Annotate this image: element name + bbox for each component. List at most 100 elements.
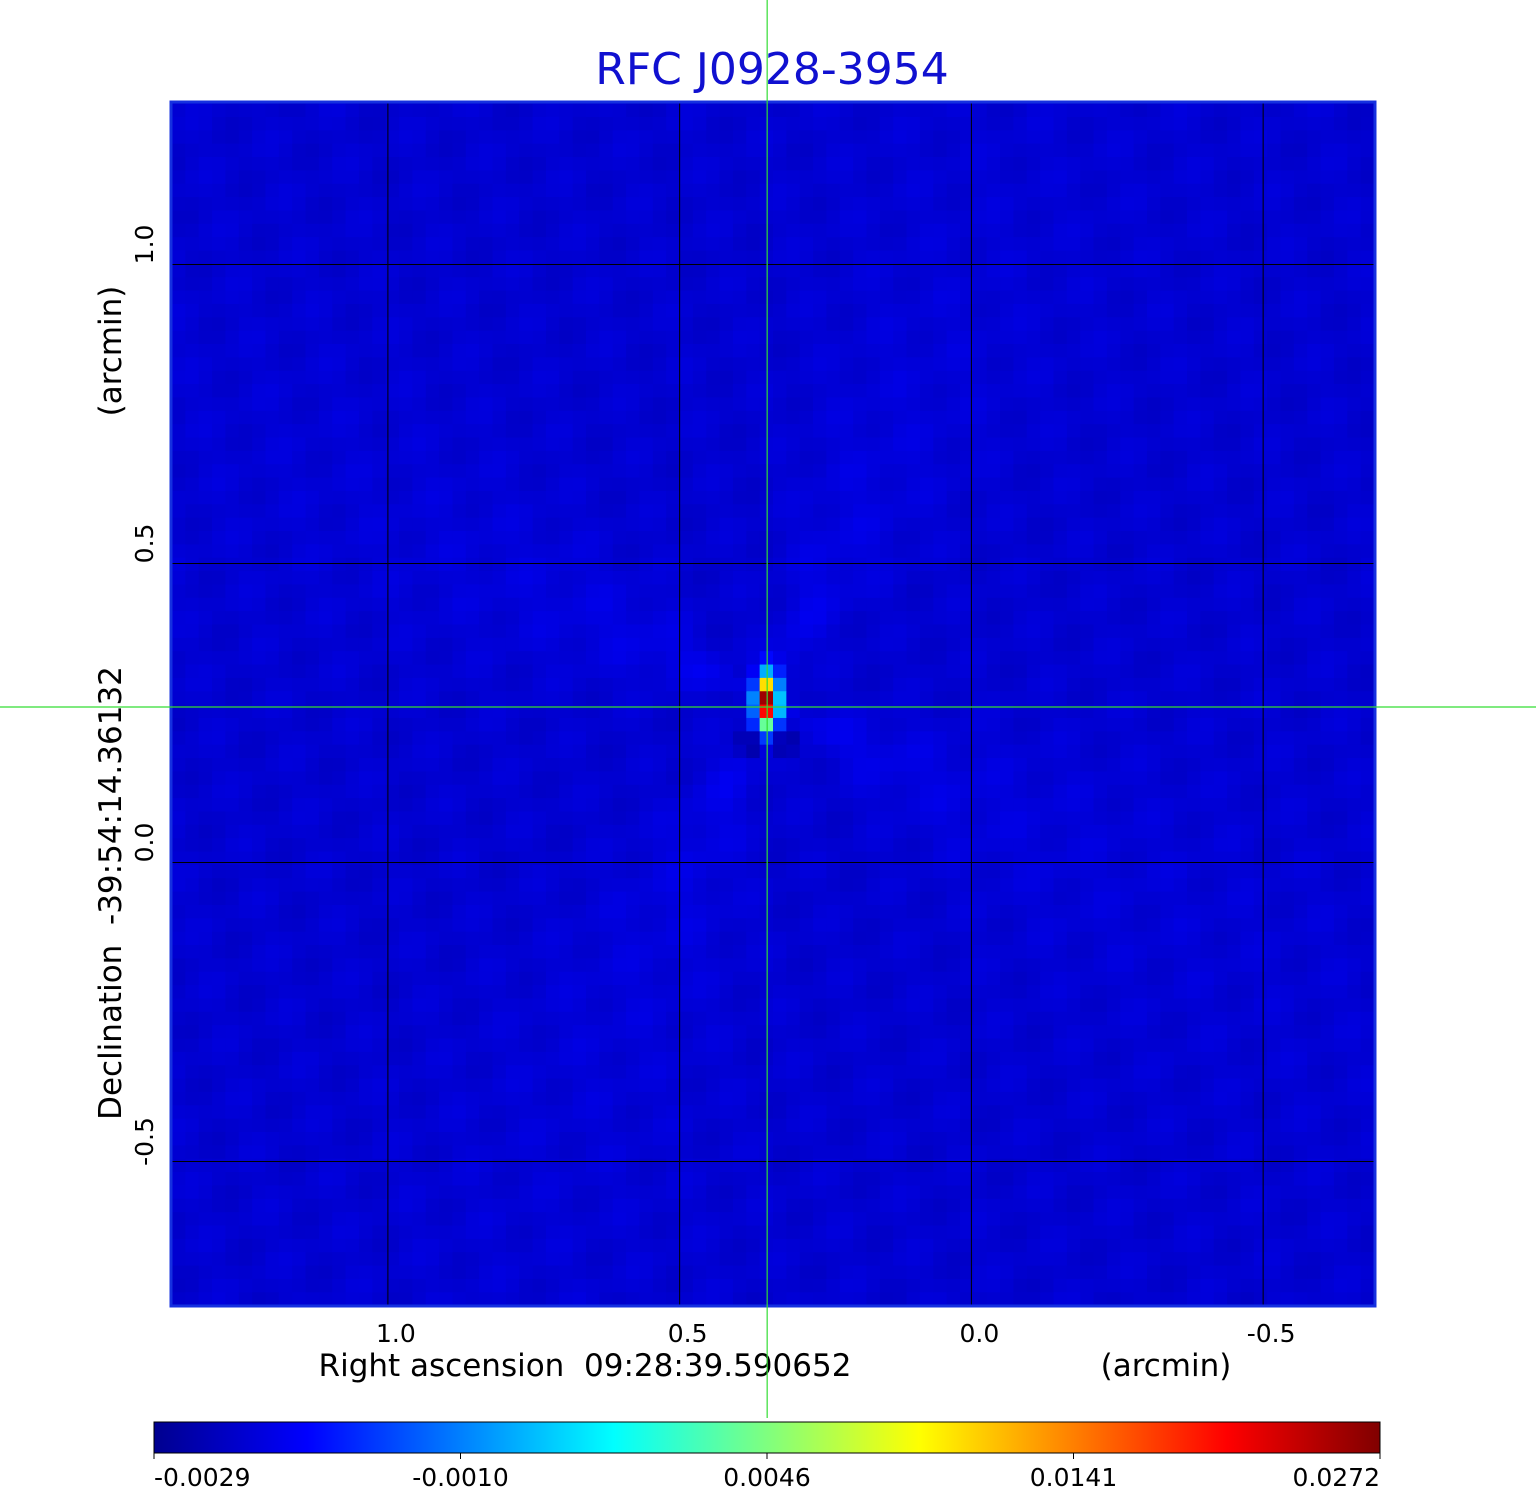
image-pixel bbox=[1333, 1011, 1348, 1026]
image-pixel bbox=[278, 850, 293, 865]
image-pixel bbox=[465, 1064, 480, 1079]
image-pixel bbox=[746, 1037, 761, 1052]
image-pixel bbox=[786, 650, 801, 665]
image-pixel bbox=[1013, 1077, 1028, 1092]
image-pixel bbox=[1307, 1091, 1322, 1106]
image-pixel bbox=[225, 904, 240, 919]
image-pixel bbox=[532, 1251, 547, 1266]
image-pixel bbox=[318, 1131, 333, 1146]
image-pixel bbox=[332, 1144, 347, 1159]
image-pixel bbox=[986, 1118, 1001, 1132]
image-pixel bbox=[372, 1264, 387, 1279]
image-pixel bbox=[172, 1171, 186, 1186]
image-pixel bbox=[826, 583, 841, 598]
image-pixel bbox=[172, 850, 186, 865]
image-pixel bbox=[706, 904, 721, 919]
image-pixel bbox=[1120, 1211, 1135, 1226]
image-pixel bbox=[959, 984, 974, 999]
image-pixel bbox=[332, 717, 347, 732]
image-pixel bbox=[572, 570, 587, 585]
image-pixel bbox=[1280, 1278, 1295, 1293]
image-pixel bbox=[1066, 770, 1081, 785]
image-pixel bbox=[292, 610, 307, 625]
image-pixel bbox=[439, 1011, 454, 1026]
image-pixel bbox=[1053, 570, 1068, 585]
image-pixel bbox=[1333, 984, 1348, 999]
image-pixel bbox=[1040, 623, 1055, 638]
image-pixel bbox=[292, 1131, 307, 1146]
image-pixel bbox=[866, 1051, 881, 1066]
image-pixel bbox=[265, 637, 280, 652]
image-pixel bbox=[1120, 917, 1135, 932]
image-pixel bbox=[692, 570, 707, 585]
image-pixel bbox=[879, 1198, 894, 1213]
image-pixel bbox=[1213, 757, 1228, 772]
image-pixel bbox=[839, 1171, 854, 1186]
image-pixel bbox=[1360, 877, 1374, 892]
image-pixel bbox=[292, 810, 307, 825]
image-pixel bbox=[1227, 997, 1242, 1012]
image-pixel bbox=[626, 717, 641, 732]
image-pixel bbox=[1320, 864, 1335, 879]
image-pixel bbox=[1240, 1158, 1255, 1173]
image-pixel bbox=[1053, 877, 1068, 892]
image-pixel bbox=[1240, 1064, 1255, 1079]
image-pixel bbox=[813, 677, 828, 692]
image-pixel bbox=[1200, 637, 1215, 652]
image-pixel bbox=[973, 717, 988, 732]
image-pixel bbox=[933, 1211, 948, 1226]
image-pixel bbox=[519, 824, 534, 839]
image-pixel bbox=[626, 1238, 641, 1253]
image-pixel bbox=[986, 1131, 1001, 1146]
image-pixel bbox=[1146, 583, 1161, 598]
image-pixel bbox=[1013, 1264, 1028, 1279]
image-pixel bbox=[1106, 810, 1121, 825]
image-pixel bbox=[278, 770, 293, 785]
image-pixel bbox=[666, 623, 681, 638]
image-pixel bbox=[1133, 663, 1148, 678]
image-pixel bbox=[1213, 917, 1228, 932]
image-pixel bbox=[252, 730, 267, 745]
image-pixel bbox=[1026, 1158, 1041, 1173]
image-pixel bbox=[545, 1131, 560, 1146]
image-pixel bbox=[439, 997, 454, 1012]
image-pixel bbox=[1026, 1171, 1041, 1186]
image-pixel bbox=[666, 570, 681, 585]
image-pixel bbox=[238, 570, 253, 585]
image-pixel bbox=[652, 650, 667, 665]
image-pixel bbox=[425, 864, 440, 879]
image-pixel bbox=[826, 757, 841, 772]
image-pixel bbox=[1333, 1144, 1348, 1159]
image-pixel bbox=[1093, 931, 1108, 945]
image-pixel bbox=[1133, 1118, 1148, 1132]
image-pixel bbox=[973, 917, 988, 932]
image-pixel bbox=[692, 890, 707, 905]
image-pixel bbox=[1360, 1224, 1374, 1239]
image-pixel bbox=[439, 1251, 454, 1266]
image-pixel bbox=[1360, 837, 1374, 852]
image-pixel bbox=[519, 1064, 534, 1079]
image-pixel bbox=[1160, 597, 1175, 612]
image-pixel bbox=[679, 971, 694, 986]
image-pixel bbox=[505, 984, 520, 999]
image-pixel bbox=[332, 917, 347, 932]
image-pixel bbox=[559, 1118, 574, 1132]
image-pixel bbox=[773, 1184, 787, 1199]
image-pixel bbox=[919, 730, 934, 745]
image-pixel bbox=[545, 650, 560, 665]
image-pixel bbox=[706, 1024, 721, 1039]
image-pixel bbox=[238, 1011, 253, 1026]
image-pixel bbox=[1106, 931, 1121, 945]
image-pixel bbox=[1320, 877, 1335, 892]
image-pixel bbox=[1120, 744, 1135, 759]
image-pixel bbox=[946, 864, 961, 879]
image-pixel bbox=[412, 570, 427, 585]
image-pixel bbox=[612, 797, 627, 812]
image-pixel bbox=[1093, 597, 1108, 612]
image-pixel bbox=[1227, 1158, 1242, 1173]
image-pixel bbox=[986, 1051, 1001, 1066]
image-pixel bbox=[599, 984, 614, 999]
image-pixel bbox=[773, 890, 787, 905]
image-pixel bbox=[212, 623, 227, 638]
image-pixel bbox=[652, 1077, 667, 1092]
